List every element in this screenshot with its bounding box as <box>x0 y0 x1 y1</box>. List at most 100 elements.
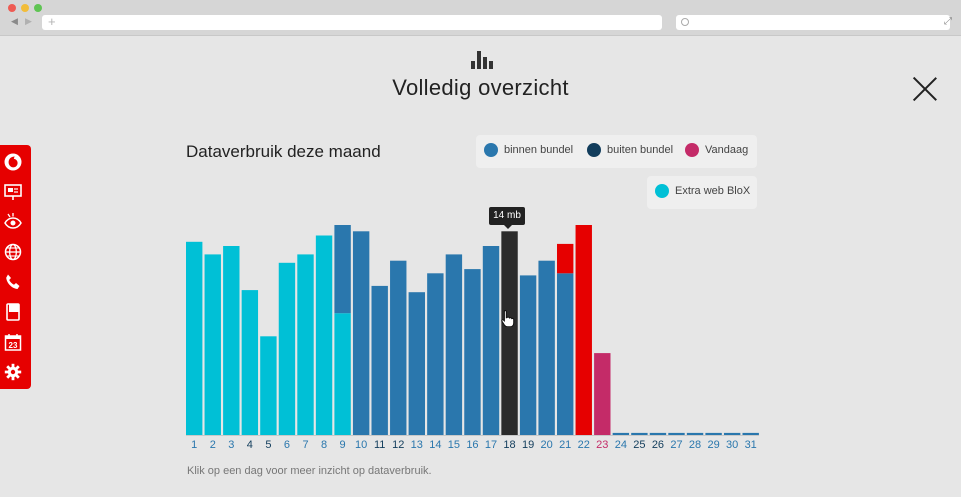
bar-binnen-bundel[interactable] <box>742 432 759 435</box>
bar-binnen-bundel[interactable] <box>631 432 648 435</box>
x-tick-label[interactable]: 18 <box>503 439 515 451</box>
sidebar: 23 <box>0 145 31 389</box>
x-tick-label[interactable]: 6 <box>284 439 290 451</box>
bar-buiten-bundel[interactable] <box>557 243 574 274</box>
hand-cursor-icon <box>501 309 515 327</box>
bar-binnen-bundel[interactable] <box>427 273 444 435</box>
x-tick-label[interactable]: 30 <box>726 439 738 451</box>
search-icon <box>681 18 689 26</box>
bar-extra-web-blox[interactable] <box>241 290 259 435</box>
footer-note: Klik op een dag voor meer inzicht op dat… <box>187 465 432 477</box>
x-tick-label[interactable]: 3 <box>228 439 234 451</box>
x-tick-label[interactable]: 27 <box>670 439 682 451</box>
fullscreen-icon[interactable]: ⤢ <box>944 16 952 27</box>
bar-vandaag[interactable] <box>594 353 611 435</box>
bar-binnen-bundel[interactable] <box>445 254 463 435</box>
vodafone-logo-icon[interactable] <box>4 153 22 171</box>
x-tick-label[interactable]: 20 <box>541 439 553 451</box>
x-tick-label[interactable]: 15 <box>448 439 460 451</box>
bar-extra-web-blox[interactable] <box>186 241 203 435</box>
x-tick-label[interactable]: 29 <box>707 439 719 451</box>
x-tick-label[interactable]: 7 <box>302 439 308 451</box>
chart-legend-extra: Extra web BloX <box>647 176 757 209</box>
legend-label: binnen bundel <box>504 144 574 156</box>
bar-binnen-bundel[interactable] <box>371 285 388 435</box>
legend-item-extra-web-blox: Extra web BloX <box>655 184 750 198</box>
page-title: Volledig overzicht <box>392 75 569 100</box>
window-minimize-dot[interactable] <box>21 4 29 12</box>
bar-selected[interactable] <box>501 231 518 435</box>
window-maximize-dot[interactable] <box>34 4 42 12</box>
x-tick-label[interactable]: 9 <box>340 439 346 451</box>
bar-binnen-bundel[interactable] <box>519 275 537 435</box>
x-tick-label[interactable]: 16 <box>466 439 478 451</box>
x-tick-label[interactable]: 11 <box>374 439 385 451</box>
x-tick-label[interactable]: 1 <box>191 439 197 451</box>
x-tick-label[interactable]: 24 <box>615 439 627 451</box>
x-tick-label[interactable]: 5 <box>265 439 271 451</box>
bar-binnen-bundel[interactable] <box>464 269 481 435</box>
bar-extra-web-blox[interactable] <box>260 336 277 435</box>
bar-buiten-bundel[interactable] <box>575 225 592 435</box>
bar-extra-web-blox[interactable] <box>223 246 240 435</box>
x-tick-label[interactable]: 10 <box>355 439 367 451</box>
legend-item-vandaag: Vandaag <box>685 143 748 157</box>
x-tick-label[interactable]: 25 <box>633 439 645 451</box>
globe-icon[interactable] <box>4 243 22 261</box>
x-tick-label[interactable]: 31 <box>745 439 757 451</box>
bar-binnen-bundel[interactable] <box>686 432 704 435</box>
bar-extra-web-blox[interactable] <box>204 254 221 435</box>
x-tick-label[interactable]: 22 <box>578 439 590 451</box>
back-arrow-icon[interactable]: ◀ <box>11 16 18 26</box>
bar-binnen-bundel[interactable] <box>723 432 741 435</box>
bar-chart-icon <box>471 51 493 69</box>
x-tick-label[interactable]: 26 <box>652 439 664 451</box>
bar-binnen-bundel[interactable] <box>649 432 667 435</box>
bar-binnen-bundel[interactable] <box>408 292 425 435</box>
bar-extra-web-blox[interactable] <box>315 235 333 436</box>
legend-label: Vandaag <box>705 144 749 156</box>
legend-dot <box>484 143 498 157</box>
bar-binnen-bundel[interactable] <box>390 260 407 435</box>
bar-extra-web-blox[interactable] <box>278 262 296 435</box>
x-tick-label[interactable]: 2 <box>210 439 216 451</box>
browser-search-bar[interactable] <box>676 15 950 30</box>
x-tick-label[interactable]: 21 <box>559 439 571 451</box>
address-bar[interactable]: + <box>42 14 662 30</box>
legend-item-buiten-bundel: buiten bundel <box>587 143 673 157</box>
bar-binnen-bundel[interactable] <box>352 231 370 435</box>
new-tab-plus-icon[interactable]: + <box>48 14 56 29</box>
bar-extra-web-blox[interactable] <box>297 254 314 435</box>
x-tick-label[interactable]: 23 <box>596 439 608 451</box>
bar-binnen-bundel[interactable] <box>538 260 555 435</box>
window-close-dot[interactable] <box>8 4 16 12</box>
book-icon[interactable] <box>4 303 22 321</box>
bar-binnen-bundel[interactable] <box>668 432 685 435</box>
bar-binnen-bundel[interactable] <box>334 225 351 314</box>
bar-binnen-bundel[interactable] <box>482 246 500 435</box>
x-tick-label[interactable]: 17 <box>485 439 497 451</box>
bar-extra-web-blox[interactable] <box>334 313 351 435</box>
legend-label: buiten bundel <box>607 144 674 156</box>
browser-chrome: ◀ ▶ + ⤢ <box>0 0 961 36</box>
x-tick-label[interactable]: 19 <box>522 439 534 451</box>
bar-tooltip: 14 mb <box>489 207 525 229</box>
phone-icon[interactable] <box>4 273 22 291</box>
eye-icon[interactable] <box>4 213 22 231</box>
bar-binnen-bundel[interactable] <box>705 432 722 435</box>
presentation-icon[interactable] <box>4 183 22 201</box>
gear-icon[interactable] <box>4 363 22 381</box>
calendar-icon[interactable]: 23 <box>4 333 22 351</box>
x-tick-label[interactable]: 13 <box>411 439 423 451</box>
x-tick-label[interactable]: 14 <box>429 439 441 451</box>
x-tick-label[interactable]: 12 <box>392 439 404 451</box>
bar-binnen-bundel[interactable] <box>557 273 574 435</box>
forward-arrow-icon[interactable]: ▶ <box>25 16 32 26</box>
x-tick-label[interactable]: 4 <box>247 439 253 451</box>
x-tick-label[interactable]: 8 <box>321 439 327 451</box>
x-axis-line <box>186 435 760 436</box>
legend-dot <box>655 184 669 198</box>
x-tick-label[interactable]: 28 <box>689 439 701 451</box>
bar-binnen-bundel[interactable] <box>612 432 630 435</box>
